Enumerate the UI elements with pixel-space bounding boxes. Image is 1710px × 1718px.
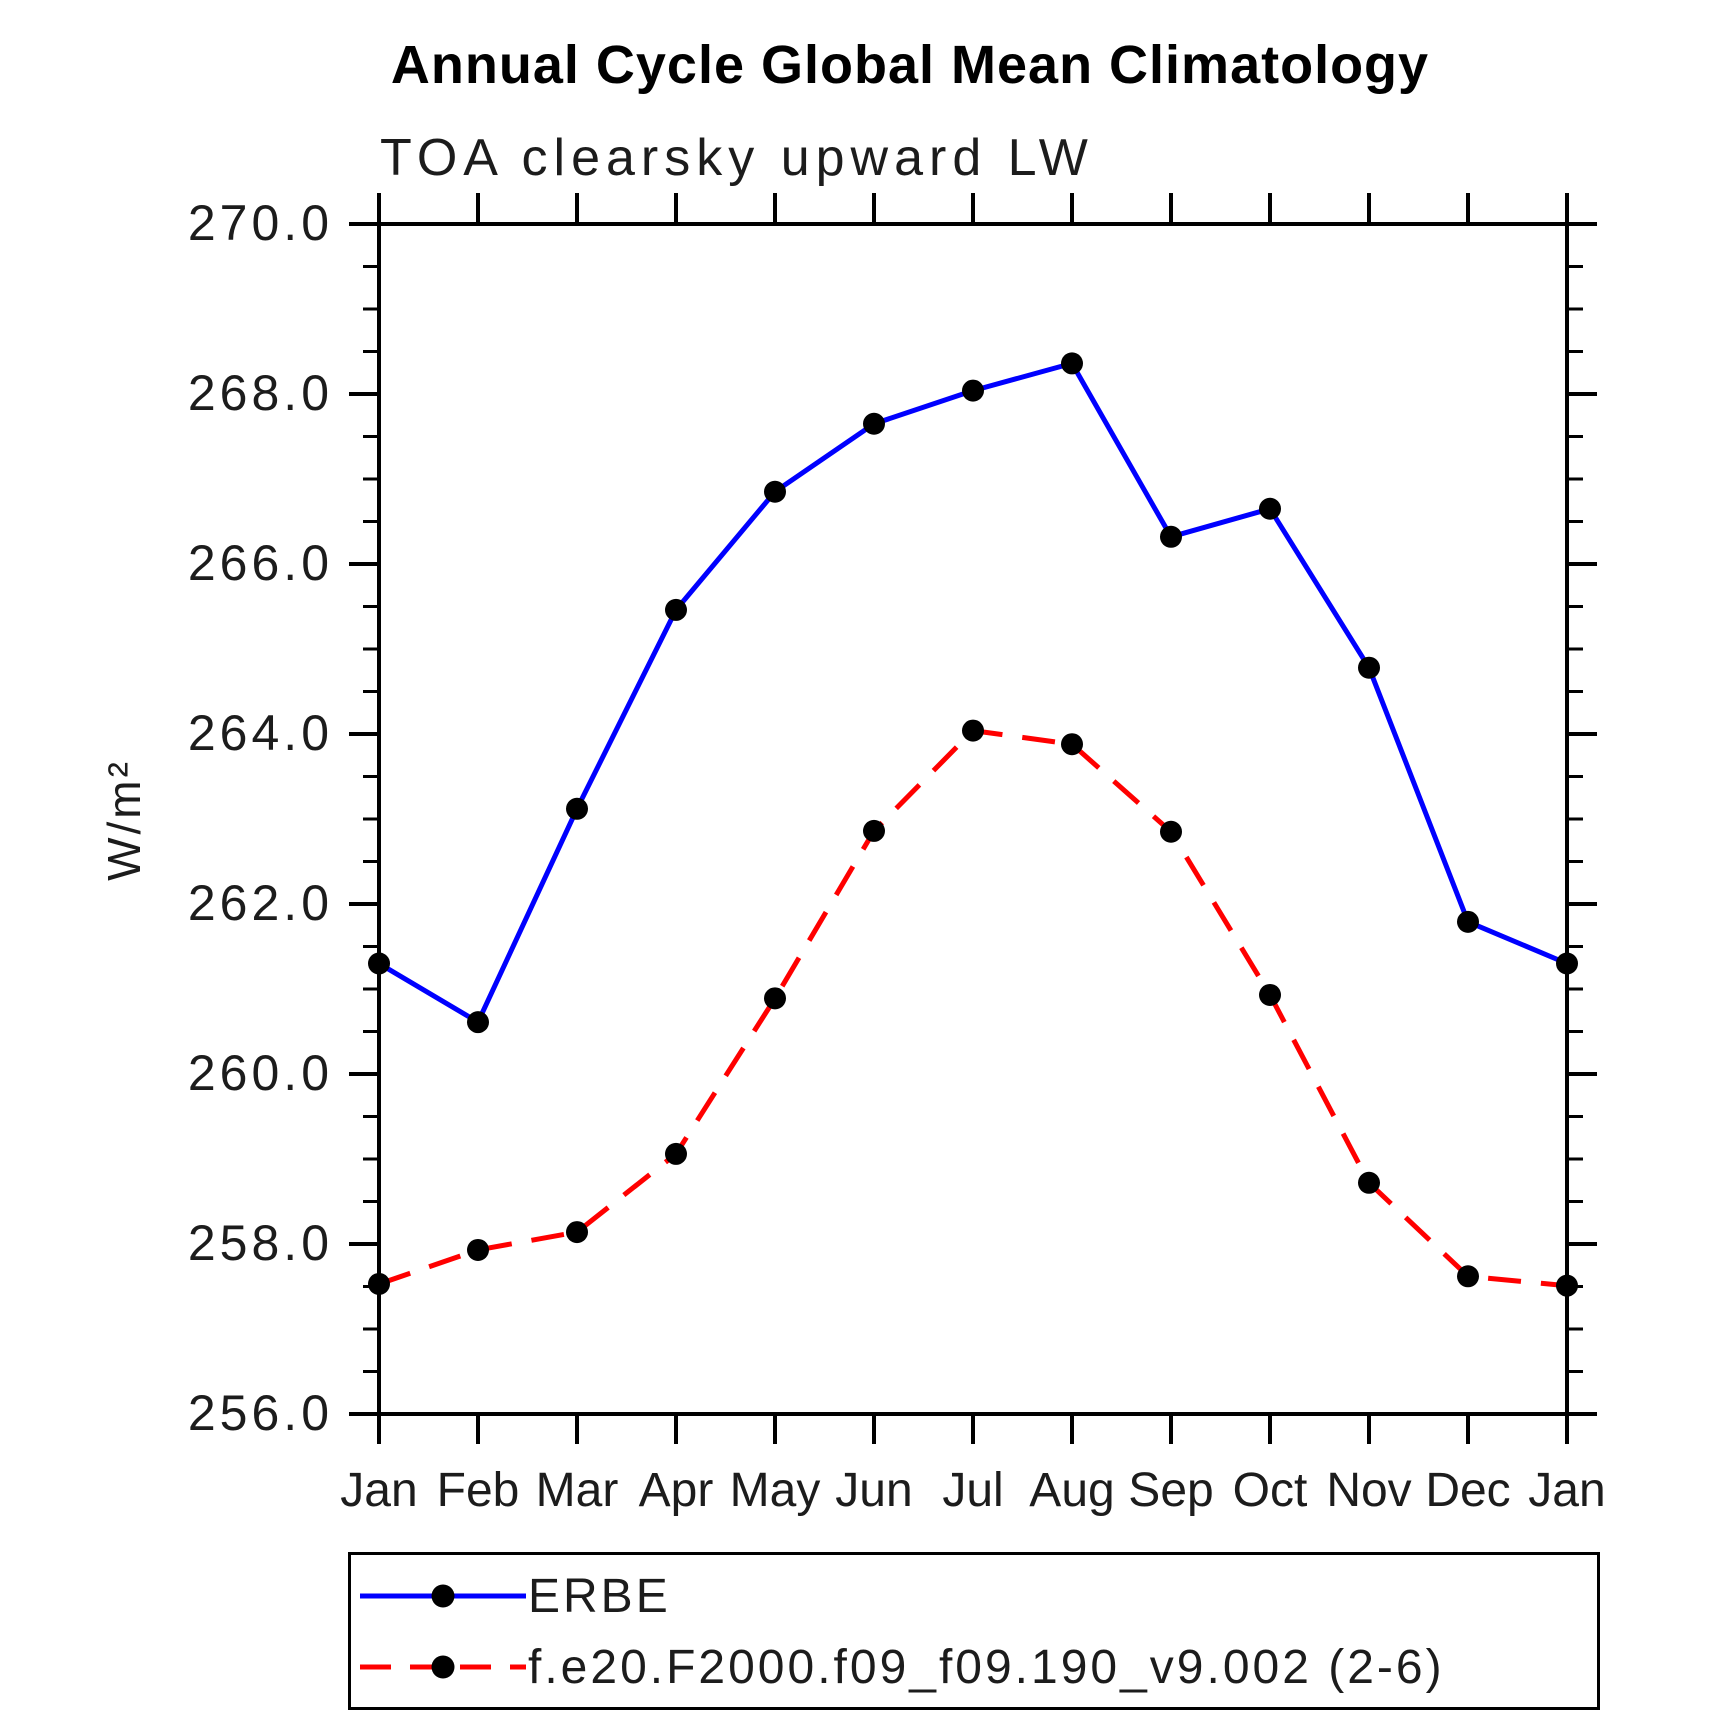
- model-point-aug-7: [1061, 733, 1083, 756]
- legend-item-erbe: ERBE: [356, 1569, 671, 1623]
- legend-label-erbe: ERBE: [528, 1569, 671, 1623]
- y-tick-label: 258.0: [188, 1215, 333, 1271]
- erbe-line: [377, 360, 1568, 1025]
- x-tick-label: Sep: [1128, 1464, 1213, 1517]
- y-tick-label: 256.0: [188, 1385, 333, 1441]
- model-point-apr-3: [665, 1142, 687, 1165]
- model-point-mar-2: [566, 1221, 588, 1244]
- x-tick-label: Aug: [1029, 1464, 1114, 1517]
- model-line: [378, 728, 1568, 1289]
- x-tick-label: Jan: [340, 1464, 417, 1517]
- x-tick-label: Dec: [1425, 1464, 1510, 1517]
- model-point-may-4: [764, 987, 786, 1010]
- x-tick-label: May: [730, 1464, 821, 1517]
- y-tick-label: 270.0: [188, 195, 333, 251]
- erbe-point-jan-12: [1556, 952, 1578, 975]
- model-point-nov-10: [1358, 1171, 1380, 1194]
- chart-title: Annual Cycle Global Mean Climatology: [390, 35, 1430, 95]
- erbe-point-mar-2: [566, 797, 588, 820]
- erbe-point-may-4: [764, 480, 786, 503]
- erbe-point-feb-1: [467, 1011, 489, 1034]
- erbe-point-nov-10: [1358, 656, 1380, 679]
- model-point-jan-0: [368, 1272, 390, 1295]
- x-tick-label: Jul: [942, 1464, 1003, 1517]
- model-point-oct-9: [1259, 983, 1281, 1006]
- y-tick-label: 264.0: [188, 705, 333, 761]
- model-point-jun-5: [863, 819, 885, 842]
- chart-subtitle: TOA clearsky upward LW: [380, 129, 1094, 187]
- erbe-point-jun-5: [863, 412, 885, 435]
- y-tick-label: 268.0: [188, 365, 333, 421]
- y-tick-label: 260.0: [188, 1045, 333, 1101]
- legend-item-model: f.e20.F2000.f09_f09.190_v9.002 (2-6): [356, 1640, 1445, 1694]
- model-point-dec-11: [1457, 1265, 1479, 1288]
- erbe-point-sep-8: [1160, 525, 1182, 548]
- erbe-point-jul-6: [962, 379, 984, 402]
- x-tick-label: Nov: [1326, 1464, 1411, 1517]
- x-tick-label: Jan: [1528, 1464, 1605, 1517]
- x-tick-label: Jun: [835, 1464, 912, 1517]
- erbe-point-oct-9: [1259, 497, 1281, 520]
- legend-label-model: f.e20.F2000.f09_f09.190_v9.002 (2-6): [528, 1640, 1445, 1694]
- model-point-jul-6: [962, 719, 984, 742]
- model-point-sep-8: [1160, 820, 1182, 843]
- model-point-jan-12: [1556, 1274, 1578, 1297]
- x-tick-label: Feb: [437, 1464, 520, 1517]
- y-tick-label: 262.0: [188, 875, 333, 931]
- model-point-feb-1: [467, 1238, 489, 1261]
- erbe-point-dec-11: [1457, 910, 1479, 933]
- x-tick-label: Apr: [639, 1464, 714, 1517]
- x-tick-label: Mar: [536, 1464, 619, 1517]
- model-line-sample-icon: [360, 1655, 526, 1679]
- x-tick-label: Oct: [1233, 1464, 1308, 1517]
- legend: ERBE f.e20.F2000.f09_f09.190_v9.002 (2-6…: [348, 1552, 1600, 1710]
- erbe-point-aug-7: [1061, 352, 1083, 375]
- erbe-line-sample-icon: [360, 1584, 526, 1608]
- erbe-point-jan-0: [368, 952, 390, 975]
- erbe-point-apr-3: [665, 598, 687, 621]
- y-tick-label: 266.0: [188, 535, 333, 591]
